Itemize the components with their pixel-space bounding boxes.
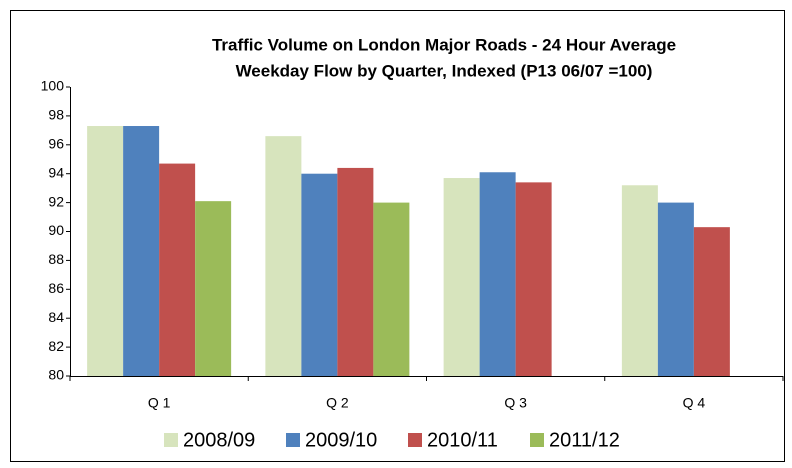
legend-label: 2008/09: [183, 429, 255, 451]
bar: [337, 167, 374, 376]
bar: [301, 173, 338, 376]
bar: [657, 202, 694, 376]
y-tick-label: 96: [48, 136, 64, 152]
legend-swatch: [164, 433, 178, 447]
x-tick-label: Q 2: [326, 395, 349, 411]
y-tick-label: 100: [41, 78, 65, 94]
y-tick-label: 80: [48, 367, 64, 383]
bar: [621, 185, 658, 376]
legend-label: 2009/10: [305, 429, 377, 451]
y-tick-label: 94: [48, 164, 64, 180]
bar: [195, 201, 232, 376]
y-tick-label: 82: [48, 338, 64, 354]
y-tick-label: 98: [48, 107, 64, 123]
bar: [373, 202, 410, 376]
bar: [87, 126, 124, 376]
bar: [479, 172, 516, 376]
bar: [265, 136, 302, 376]
bar: [159, 163, 196, 376]
chart-title: Traffic Volume on London Major Roads - 2…: [212, 35, 676, 54]
y-tick-label: 92: [48, 193, 64, 209]
legend-swatch: [530, 433, 544, 447]
x-tick-label: Q 1: [148, 395, 171, 411]
legend-swatch: [408, 433, 422, 447]
bar: [443, 178, 480, 376]
chart-title: Weekday Flow by Quarter, Indexed (P13 06…: [236, 61, 653, 80]
y-tick-label: 86: [48, 280, 64, 296]
y-tick-label: 88: [48, 251, 64, 267]
x-tick-label: Q 3: [504, 395, 527, 411]
x-tick-label: Q 4: [683, 395, 706, 411]
bar: [123, 126, 160, 376]
legend-label: 2011/12: [549, 429, 620, 451]
y-tick-label: 90: [48, 222, 64, 238]
bar: [515, 182, 552, 376]
y-tick-label: 84: [48, 309, 64, 325]
legend-swatch: [286, 433, 300, 447]
bar: [693, 227, 730, 376]
legend-label: 2010/11: [427, 429, 498, 451]
